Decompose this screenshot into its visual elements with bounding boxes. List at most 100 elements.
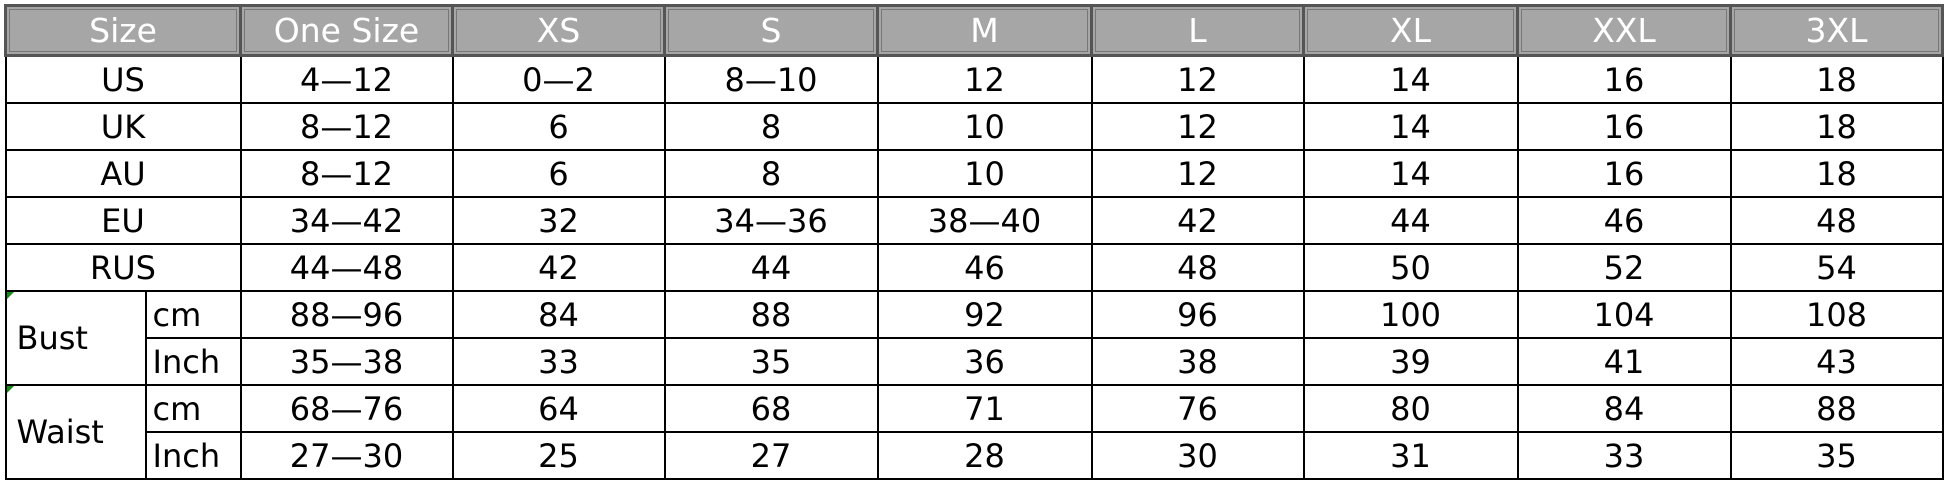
table-cell: 41 — [1516, 337, 1732, 386]
header-xs: XS — [451, 4, 666, 57]
table-cell: 35 — [1729, 431, 1944, 480]
table-cell: 8 — [663, 149, 879, 198]
measurement-label: Waist — [4, 384, 147, 480]
unit-label: Inch — [144, 337, 242, 386]
table-cell: 36 — [876, 337, 1093, 386]
table-cell: 84 — [451, 290, 666, 339]
table-cell: 88 — [663, 290, 879, 339]
header-m: M — [876, 4, 1093, 57]
table-cell: 0—2 — [451, 54, 666, 104]
table-cell: 76 — [1090, 384, 1305, 433]
table-cell: 32 — [451, 196, 666, 245]
table-cell: 48 — [1090, 243, 1305, 292]
table-cell: 14 — [1302, 102, 1519, 151]
header-one-size: One Size — [239, 4, 454, 57]
table-cell: 34—42 — [239, 196, 454, 245]
table-cell: 84 — [1516, 384, 1732, 433]
table-cell: 16 — [1516, 54, 1732, 104]
table-cell: 42 — [1090, 196, 1305, 245]
table-cell: 16 — [1516, 149, 1732, 198]
table-cell: 68 — [663, 384, 879, 433]
header-l: L — [1090, 4, 1305, 57]
unit-label: Inch — [144, 431, 242, 480]
table-cell: 12 — [1090, 54, 1305, 104]
table-cell: 18 — [1729, 102, 1944, 151]
unit-label: cm — [144, 384, 242, 433]
table-cell: 46 — [876, 243, 1093, 292]
table-cell: 25 — [451, 431, 666, 480]
table-cell: 28 — [876, 431, 1093, 480]
table-cell: 88—96 — [239, 290, 454, 339]
table-cell: 108 — [1729, 290, 1944, 339]
table-cell: 39 — [1302, 337, 1519, 386]
table-cell: 12 — [1090, 149, 1305, 198]
table-row: US 4—12 0—2 8—10 12 12 14 16 18 — [4, 54, 1944, 104]
table-row: Waist cm 68—76 64 68 71 76 80 84 88 — [4, 384, 1944, 480]
table-cell: 10 — [876, 102, 1093, 151]
table-cell: 43 — [1729, 337, 1944, 386]
table-cell: 27—30 — [239, 431, 454, 480]
table-row: Inch 27—30 25 27 28 30 31 33 35 — [6, 431, 1944, 480]
table-cell: 31 — [1302, 431, 1519, 480]
table-row: AU 8—12 6 8 10 12 14 16 18 — [4, 149, 1944, 198]
table-row: EU 34—42 32 34—36 38—40 42 44 46 48 — [4, 196, 1944, 245]
table-cell: 92 — [876, 290, 1093, 339]
row-label: AU — [4, 149, 242, 198]
size-chart-table: Size One Size XS S M L XL XXL 3XL US 4—12 0—2 8—10 1… — [4, 4, 1944, 480]
measurement-label: Bust — [4, 290, 147, 386]
table-cell: 12 — [1090, 102, 1305, 151]
table-cell: 33 — [451, 337, 666, 386]
header-row: Size One Size XS S M L XL XXL 3XL — [4, 4, 1944, 57]
table-cell: 27 — [663, 431, 879, 480]
table-cell: 8—12 — [239, 102, 454, 151]
table-cell: 6 — [451, 102, 666, 151]
table-cell: 48 — [1729, 196, 1944, 245]
row-label: UK — [4, 102, 242, 151]
table-cell: 50 — [1302, 243, 1519, 292]
table-cell: 44—48 — [239, 243, 454, 292]
table-row: RUS 44—48 42 44 46 48 50 52 54 — [4, 243, 1944, 292]
table-cell: 30 — [1090, 431, 1305, 480]
table-row: Inch 35—38 33 35 36 38 39 41 43 — [6, 337, 1944, 386]
row-label: US — [4, 54, 242, 104]
table-cell: 100 — [1302, 290, 1519, 339]
header-xxl: XXL — [1516, 4, 1732, 57]
table-cell: 35—38 — [239, 337, 454, 386]
table-row: UK 8—12 6 8 10 12 14 16 18 — [4, 102, 1944, 151]
table-cell: 104 — [1516, 290, 1732, 339]
header-3xl: 3XL — [1729, 4, 1944, 57]
table-cell: 12 — [876, 54, 1093, 104]
table-cell: 68—76 — [239, 384, 454, 433]
table-cell: 64 — [451, 384, 666, 433]
table-cell: 35 — [663, 337, 879, 386]
table-cell: 10 — [876, 149, 1093, 198]
row-label: EU — [4, 196, 242, 245]
table-cell: 8 — [663, 102, 879, 151]
table-cell: 54 — [1729, 243, 1944, 292]
table-cell: 4—12 — [239, 54, 454, 104]
table-cell: 8—10 — [663, 54, 879, 104]
table-row: Bust cm 88—96 84 88 92 96 100 104 108 — [4, 290, 1944, 386]
table-cell: 18 — [1729, 149, 1944, 198]
table-cell: 80 — [1302, 384, 1519, 433]
table-cell: 88 — [1729, 384, 1944, 433]
table-cell: 71 — [876, 384, 1093, 433]
table-cell: 38 — [1090, 337, 1305, 386]
table-cell: 44 — [663, 243, 879, 292]
table-cell: 96 — [1090, 290, 1305, 339]
table-cell: 14 — [1302, 54, 1519, 104]
row-label: RUS — [4, 243, 242, 292]
table-cell: 52 — [1516, 243, 1732, 292]
header-size: Size — [4, 4, 242, 57]
table-cell: 46 — [1516, 196, 1732, 245]
table-cell: 16 — [1516, 102, 1732, 151]
header-s: S — [663, 4, 879, 57]
table-cell: 14 — [1302, 149, 1519, 198]
table-cell: 33 — [1516, 431, 1732, 480]
table-cell: 6 — [451, 149, 666, 198]
header-xl: XL — [1302, 4, 1519, 57]
unit-label: cm — [144, 290, 242, 339]
table-cell: 44 — [1302, 196, 1519, 245]
table-cell: 38—40 — [876, 196, 1093, 245]
table-cell: 18 — [1729, 54, 1944, 104]
